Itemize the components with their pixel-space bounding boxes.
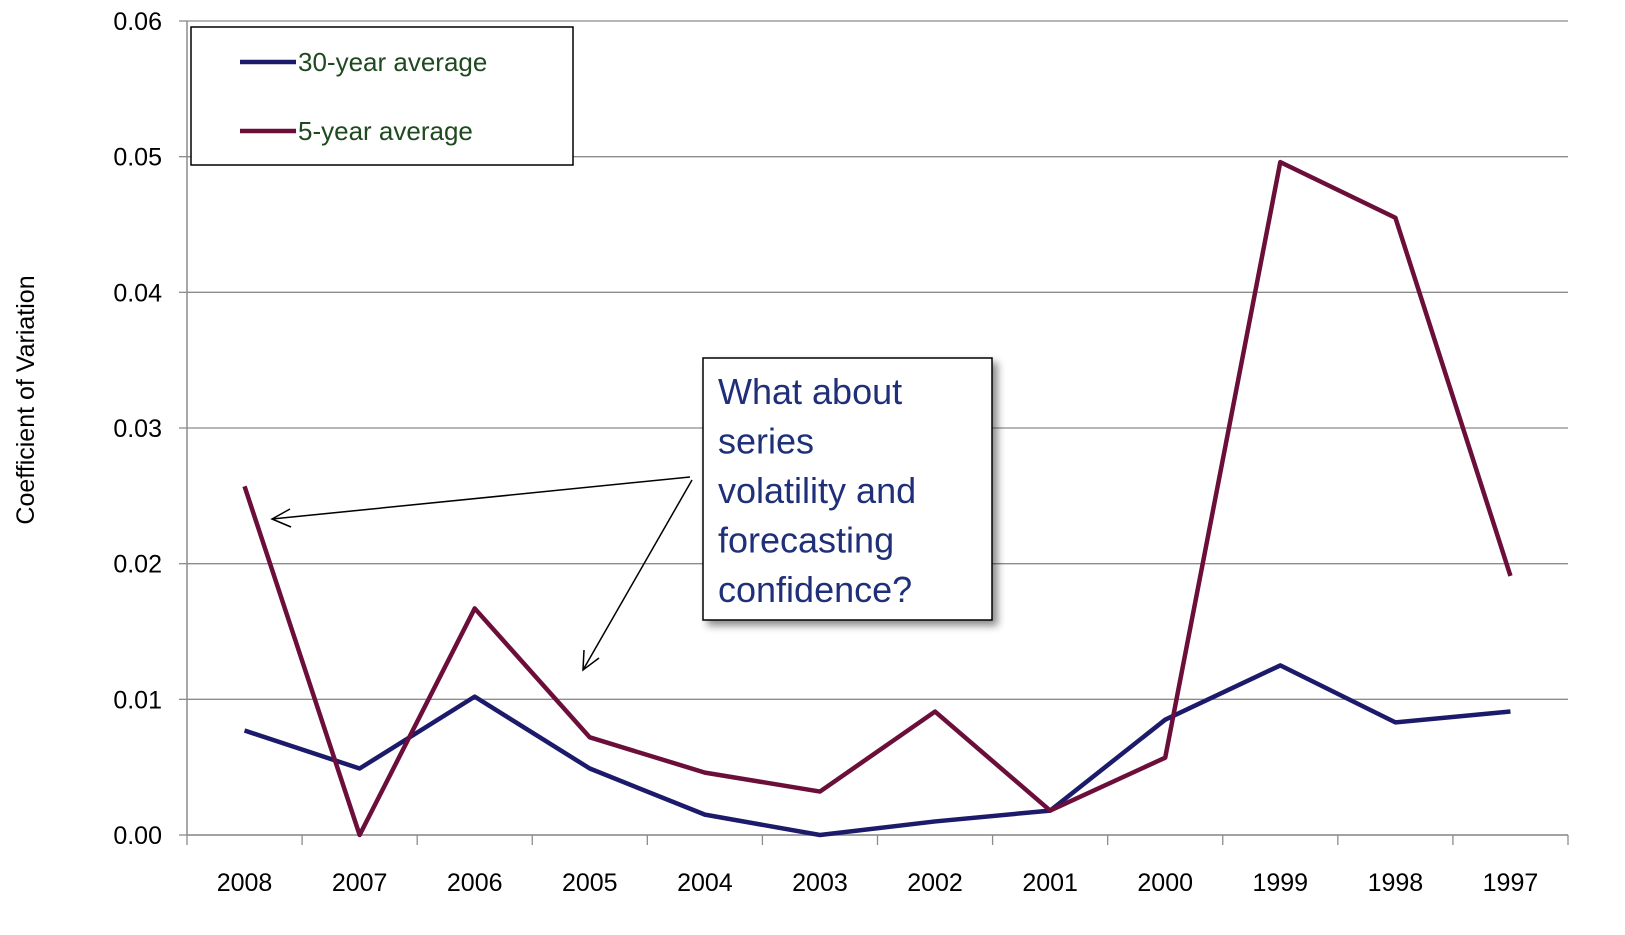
- annotation-line: volatility and: [718, 470, 916, 511]
- x-tick-label: 2005: [562, 869, 618, 897]
- annotation-line: forecasting: [718, 520, 894, 561]
- y-axis-label: Coefficient of Variation: [12, 275, 40, 524]
- x-tick-label: 2006: [447, 869, 503, 897]
- annotation-line: series: [718, 421, 814, 462]
- x-tick-label: 2001: [1022, 869, 1078, 897]
- y-tick-label: 0.06: [113, 8, 162, 36]
- annotation: What about series volatility and forecastin…: [718, 371, 916, 610]
- legend-label: 30-year average: [298, 47, 487, 77]
- x-tick-label: 1998: [1368, 869, 1424, 897]
- x-tick-label: 1999: [1252, 869, 1308, 897]
- y-tick-label: 0.00: [113, 822, 162, 850]
- annotation-box: [702, 357, 993, 621]
- y-tick-label: 0.05: [113, 144, 162, 172]
- x-tick-label: 2003: [792, 869, 848, 897]
- x-tick-label: 2004: [677, 869, 733, 897]
- legend-box: [190, 26, 574, 166]
- annotation-line: confidence?: [718, 569, 912, 610]
- annotation-line: What about: [718, 371, 902, 412]
- arrowhead: [270, 508, 292, 528]
- plot: [242, 159, 1513, 838]
- series-line: [243, 663, 1511, 838]
- x-tick-label: 2007: [332, 869, 388, 897]
- legend-label: 5-year average: [298, 116, 473, 146]
- y-tick-label: 0.01: [113, 686, 162, 714]
- arrow: [582, 479, 693, 671]
- series-line: [242, 159, 1513, 838]
- x-tick-label: 2000: [1137, 869, 1193, 897]
- legend: 30-year average 5-year average: [240, 47, 487, 146]
- arrowhead: [582, 649, 600, 672]
- x-tick-label: 2008: [217, 869, 273, 897]
- x-tick-label: 2002: [907, 869, 963, 897]
- y-tick-label: 0.02: [113, 551, 162, 579]
- x-tick-label: 1997: [1483, 869, 1539, 897]
- y-tick-label: 0.03: [113, 415, 162, 443]
- y-tick-label: 0.04: [113, 279, 162, 307]
- arrow: [271, 476, 691, 520]
